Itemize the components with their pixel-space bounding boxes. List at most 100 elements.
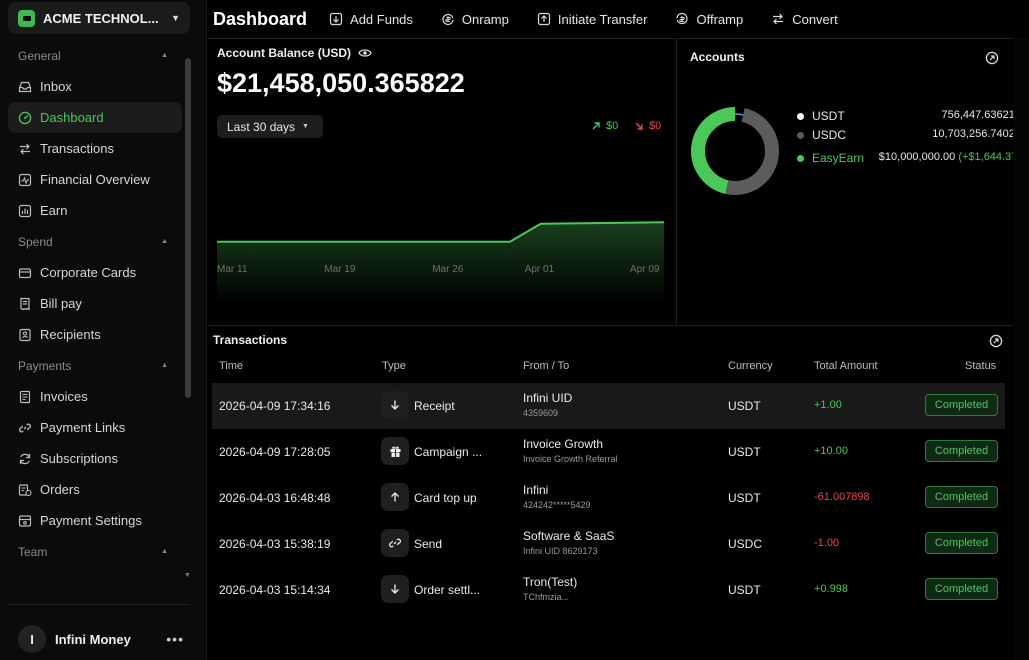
open-external-icon[interactable] — [989, 334, 1003, 348]
avatar: I — [18, 625, 46, 653]
change-down: $0 — [634, 120, 661, 132]
collapse-caret-icon: ▲ — [161, 52, 168, 59]
column-header-type[interactable]: Type — [382, 360, 406, 372]
tx-currency: USDT — [728, 445, 761, 459]
sidebar-item-bill-pay[interactable]: Bill pay — [8, 288, 182, 319]
arrow-up-right-icon — [591, 121, 601, 131]
sidebar-item-label: Transactions — [40, 141, 114, 156]
sidebar-section-spend[interactable]: Spend ▲ — [0, 226, 196, 257]
sidebar-item-payment-links[interactable]: Payment Links — [8, 412, 182, 443]
column-header-total-amount[interactable]: Total Amount — [814, 360, 878, 372]
sidebar-nav: General ▲ Inbox Dashboard Transactions Financ… — [0, 40, 196, 600]
link-icon — [381, 529, 409, 557]
tx-currency: USDT — [728, 583, 761, 597]
account-row-usdt[interactable]: USDT 756,447.636212 — [797, 109, 1027, 125]
convert-label: Convert — [792, 11, 838, 27]
orders-icon — [18, 483, 32, 497]
change-up: $0 — [591, 120, 618, 132]
sidebar-divider — [8, 604, 190, 605]
account-value: 10,703,256.74026 — [932, 128, 1021, 140]
more-options-icon[interactable]: ••• — [166, 631, 184, 647]
sidebar-section-payments[interactable]: Payments ▲ — [0, 350, 196, 381]
tx-party: Tron(Test) — [523, 575, 578, 589]
collapse-caret-icon: ▲ — [161, 362, 168, 369]
sidebar-item-earn[interactable]: Earn — [8, 195, 182, 226]
convert-button[interactable]: Convert — [771, 12, 838, 27]
tx-type: Receipt — [414, 399, 455, 413]
sidebar-item-orders[interactable]: Orders — [8, 474, 182, 505]
caret-down-icon: ▼ — [171, 13, 180, 23]
tx-amount: -61.007898 — [814, 491, 870, 503]
period-dropdown[interactable]: Last 30 days ▼ — [217, 115, 323, 138]
column-header-from-to[interactable]: From / To — [523, 360, 570, 372]
transactions-title: Transactions — [213, 333, 288, 347]
change-up-value: $0 — [606, 120, 619, 132]
table-row[interactable]: 2026-04-09 17:34:16 Receipt Infini UID 4359… — [212, 383, 1005, 429]
tx-type: Order settl... — [414, 583, 481, 597]
transfer-arrows-icon — [18, 142, 32, 156]
legend-dot — [797, 132, 804, 139]
sidebar-section-team[interactable]: Team ▲ — [0, 536, 196, 567]
arrow-down-icon — [381, 575, 409, 603]
tx-time: 2026-04-03 15:14:34 — [219, 583, 331, 597]
balance-label-row: Account Balance (USD) — [217, 46, 372, 60]
table-row[interactable]: 2026-04-09 17:28:05 Campaign ... Invoice G… — [212, 429, 1005, 475]
account-row-easyearn[interactable]: EasyEarn $10,000,000.00 (+$1,644.37) — [797, 151, 1027, 167]
accounts-card: Accounts USDT 756,447.636212 USDC 10,703,25… — [677, 38, 1021, 325]
column-header-currency[interactable]: Currency — [728, 360, 773, 372]
sidebar-item-invoices[interactable]: Invoices — [8, 381, 182, 412]
sidebar-item-recipients[interactable]: Recipients — [8, 319, 182, 350]
sidebar-item-label: Invoices — [40, 389, 88, 404]
add-funds-button[interactable]: Add Funds — [329, 12, 413, 27]
tx-currency: USDC — [728, 537, 763, 551]
sidebar-item-payment-settings[interactable]: Payment Settings — [8, 505, 182, 536]
table-row[interactable]: 2026-04-03 15:38:19 Send Software & SaaS In… — [212, 521, 1005, 567]
initiate-transfer-button[interactable]: Initiate Transfer — [537, 12, 647, 27]
account-amount: $10,000,000.00 — [878, 151, 956, 163]
sidebar-item-corporate-cards[interactable]: Corporate Cards — [8, 257, 182, 288]
sidebar: ACME TECHNOL... ▼ General ▲ Inbox Dashboard… — [0, 0, 207, 660]
sidebar-scrollbar[interactable] — [185, 58, 191, 398]
offramp-button[interactable]: Offramp — [675, 12, 743, 27]
sidebar-item-label: Subscriptions — [40, 451, 119, 466]
sidebar-item-financial-overview[interactable]: Financial Overview — [8, 164, 182, 195]
sidebar-item-subscriptions[interactable]: Subscriptions — [8, 443, 182, 474]
add-funds-label: Add Funds — [350, 11, 413, 27]
settings-card-icon — [18, 514, 32, 528]
accounts-title: Accounts — [690, 50, 745, 64]
sidebar-item-transactions[interactable]: Transactions — [8, 133, 182, 164]
tx-currency: USDT — [728, 399, 761, 413]
open-external-icon[interactable] — [985, 51, 999, 65]
column-header-time[interactable]: Time — [219, 360, 244, 372]
link-icon — [18, 421, 32, 435]
legend-dot — [797, 155, 804, 162]
balance-label: Account Balance (USD) — [217, 46, 352, 60]
tx-type: Campaign ... — [414, 445, 483, 459]
donut-slice-easyearn — [691, 107, 779, 195]
scroll-down-arrow-icon[interactable]: ▼ — [184, 572, 191, 579]
sidebar-item-label: Dashboard — [40, 110, 104, 125]
account-row-usdc[interactable]: USDC 10,703,256.74026 — [797, 128, 1027, 144]
onramp-button[interactable]: Onramp — [441, 12, 509, 27]
bar-chart-icon — [18, 204, 32, 218]
status-badge: Completed — [925, 578, 998, 600]
sidebar-item-dashboard[interactable]: Dashboard — [8, 102, 182, 133]
chart-x-tick: Mar 26 — [432, 264, 464, 275]
chart-x-tick: Mar 19 — [324, 264, 356, 275]
sidebar-section-label: Team — [18, 544, 48, 559]
column-header-status[interactable]: Status — [965, 360, 997, 372]
account-amount: 10,703,256.74026 — [932, 128, 1021, 140]
sidebar-section-general[interactable]: General ▲ — [0, 40, 196, 71]
balance-chart — [217, 221, 664, 304]
sidebar-item-inbox[interactable]: Inbox — [8, 71, 182, 102]
eye-icon[interactable] — [358, 47, 372, 59]
tx-party-detail: Infini UID 8629173 — [523, 546, 598, 556]
accounts-donut-chart — [691, 107, 779, 195]
table-row[interactable]: 2026-04-03 16:48:48 Card top up Infini 4242… — [212, 475, 1005, 521]
sidebar-item-label: Payment Settings — [40, 513, 142, 528]
user-profile[interactable]: I Infini Money ••• — [18, 624, 190, 654]
org-switcher[interactable]: ACME TECHNOL... ▼ — [8, 2, 190, 34]
sidebar-item-label: Corporate Cards — [40, 265, 137, 280]
table-row[interactable]: 2026-04-03 15:14:34 Order settl... Tron(Te… — [212, 567, 1005, 613]
gift-icon — [381, 437, 409, 465]
